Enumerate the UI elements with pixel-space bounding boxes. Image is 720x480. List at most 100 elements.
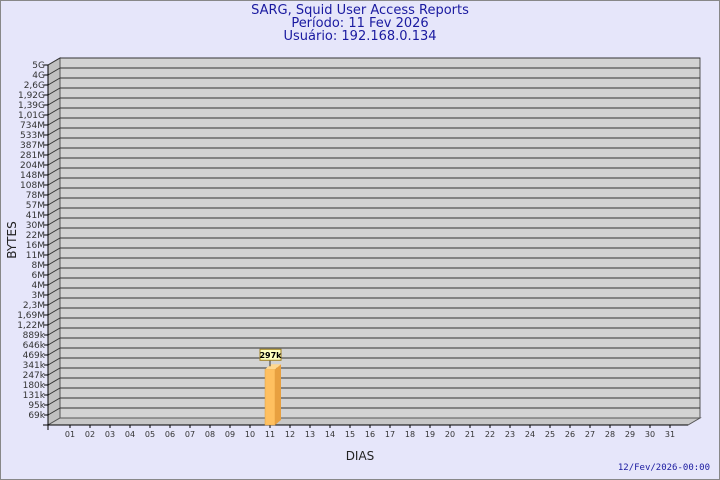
y-tick-label: 5G xyxy=(32,61,45,71)
gridline-diagonal xyxy=(47,117,61,126)
y-tick-label: 3M xyxy=(32,291,46,301)
x-tick-label: 26 xyxy=(565,430,575,439)
y-tick-label: 889k xyxy=(23,331,46,341)
y-axis-label: BYTES xyxy=(5,221,19,258)
gridline-diagonal xyxy=(47,67,61,76)
gridline-diagonal xyxy=(47,227,61,236)
x-tick-label: 02 xyxy=(85,430,95,439)
y-tick-label: 204M xyxy=(20,161,45,171)
gridline-diagonal xyxy=(47,77,61,86)
footer-timestamp: 12/Fev/2026-00:00 xyxy=(617,463,710,473)
x-tick-label: 28 xyxy=(605,430,615,439)
gridline-diagonal xyxy=(47,347,61,356)
y-tick-label: 2,3M xyxy=(23,301,45,311)
y-tick-label: 281M xyxy=(20,151,45,161)
x-tick-label: 18 xyxy=(405,430,415,439)
y-tick-label: 78M xyxy=(26,191,45,201)
y-tick-label: 180k xyxy=(23,381,46,391)
chart-period: Período: 11 Fev 2026 xyxy=(291,16,429,31)
x-axis-label: DIAS xyxy=(346,449,375,463)
x-tick-label: 01 xyxy=(65,430,75,439)
y-tick-label: 41M xyxy=(26,211,45,221)
gridline-diagonal xyxy=(47,217,61,226)
x-tick-label: 21 xyxy=(465,430,475,439)
y-tick-label: 30M xyxy=(26,221,45,231)
x-tick-label: 16 xyxy=(365,430,375,439)
bar-side xyxy=(275,364,281,425)
x-tick-label: 05 xyxy=(145,430,155,439)
y-tick-label: 8M xyxy=(32,261,46,271)
y-tick-label: 22M xyxy=(26,231,45,241)
gridline-diagonal xyxy=(47,157,61,166)
gridline-diagonal xyxy=(47,97,61,106)
x-tick-label: 07 xyxy=(185,430,195,439)
gridline-diagonal xyxy=(47,237,61,246)
gridline-diagonal xyxy=(47,257,61,266)
y-tick-label: 4G xyxy=(32,71,45,81)
gridline-diagonal xyxy=(47,197,61,206)
y-tick-label: 734M xyxy=(20,121,45,131)
y-tick-label: 131k xyxy=(23,391,46,401)
gridline-diagonal xyxy=(47,167,61,176)
gridline-diagonal xyxy=(47,127,61,136)
y-tick-label: 108M xyxy=(20,181,45,191)
gridline-diagonal xyxy=(47,107,61,116)
y-tick-label: 1,69M xyxy=(17,311,45,321)
y-tick-label: 95k xyxy=(28,401,45,411)
gridline-diagonal xyxy=(47,307,61,316)
y-tick-label: 247k xyxy=(23,371,46,381)
y-tick-label: 1,01G xyxy=(18,111,45,121)
y-tick-label: 57M xyxy=(26,201,45,211)
gridline-diagonal xyxy=(47,317,61,326)
x-tick-label: 27 xyxy=(585,430,595,439)
y-tick-label: 469k xyxy=(23,351,46,361)
x-tick-label: 10 xyxy=(245,430,255,439)
gridline-diagonal xyxy=(47,267,61,276)
y-tick-label: 11M xyxy=(26,251,45,261)
gridline-diagonal xyxy=(47,247,61,256)
x-tick-label: 31 xyxy=(665,430,675,439)
x-tick-label: 17 xyxy=(385,430,395,439)
gridline-diagonal xyxy=(47,367,61,376)
gridline-diagonal xyxy=(47,207,61,216)
gridline-diagonal xyxy=(47,147,61,156)
x-tick-label: 19 xyxy=(425,430,435,439)
x-tick-label: 25 xyxy=(545,430,555,439)
data-label: 297k xyxy=(259,351,282,360)
gridline-diagonal xyxy=(47,337,61,346)
chart-title: SARG, Squid User Access Reports xyxy=(251,3,469,18)
x-tick-label: 20 xyxy=(445,430,455,439)
y-tick-label: 16M xyxy=(26,241,45,251)
x-tick-label: 24 xyxy=(525,430,535,439)
y-tick-label: 4M xyxy=(32,281,46,291)
gridline-diagonal xyxy=(47,187,61,196)
gridline-diagonal xyxy=(47,297,61,306)
gridline-diagonal xyxy=(47,137,61,146)
x-tick-label: 30 xyxy=(645,430,655,439)
x-tick-label: 11 xyxy=(265,430,275,439)
gridline-diagonal xyxy=(47,357,61,366)
gridline-diagonal xyxy=(47,327,61,336)
gridline-diagonal xyxy=(47,397,61,406)
y-tick-label: 69k xyxy=(28,411,45,421)
y-tick-label: 341k xyxy=(23,361,46,371)
x-tick-label: 09 xyxy=(225,430,235,439)
floor xyxy=(46,417,702,426)
y-tick-label: 1,92G xyxy=(18,91,45,101)
gridline-diagonal xyxy=(47,287,61,296)
y-tick-label: 2,6G xyxy=(24,81,45,91)
bar-top xyxy=(265,364,281,370)
y-tick-label: 6M xyxy=(32,271,46,281)
gridline-diagonal xyxy=(47,87,61,96)
x-tick-label: 29 xyxy=(625,430,635,439)
x-tick-label: 03 xyxy=(105,430,115,439)
y-tick-label: 387M xyxy=(20,141,45,151)
x-tick-label: 08 xyxy=(205,430,215,439)
gridline-diagonal xyxy=(47,407,61,416)
x-tick-label: 22 xyxy=(485,430,495,439)
x-tick-label: 14 xyxy=(325,430,335,439)
gridline-diagonal xyxy=(47,277,61,286)
gridline-diagonal xyxy=(47,57,61,66)
x-tick-label: 12 xyxy=(285,430,295,439)
